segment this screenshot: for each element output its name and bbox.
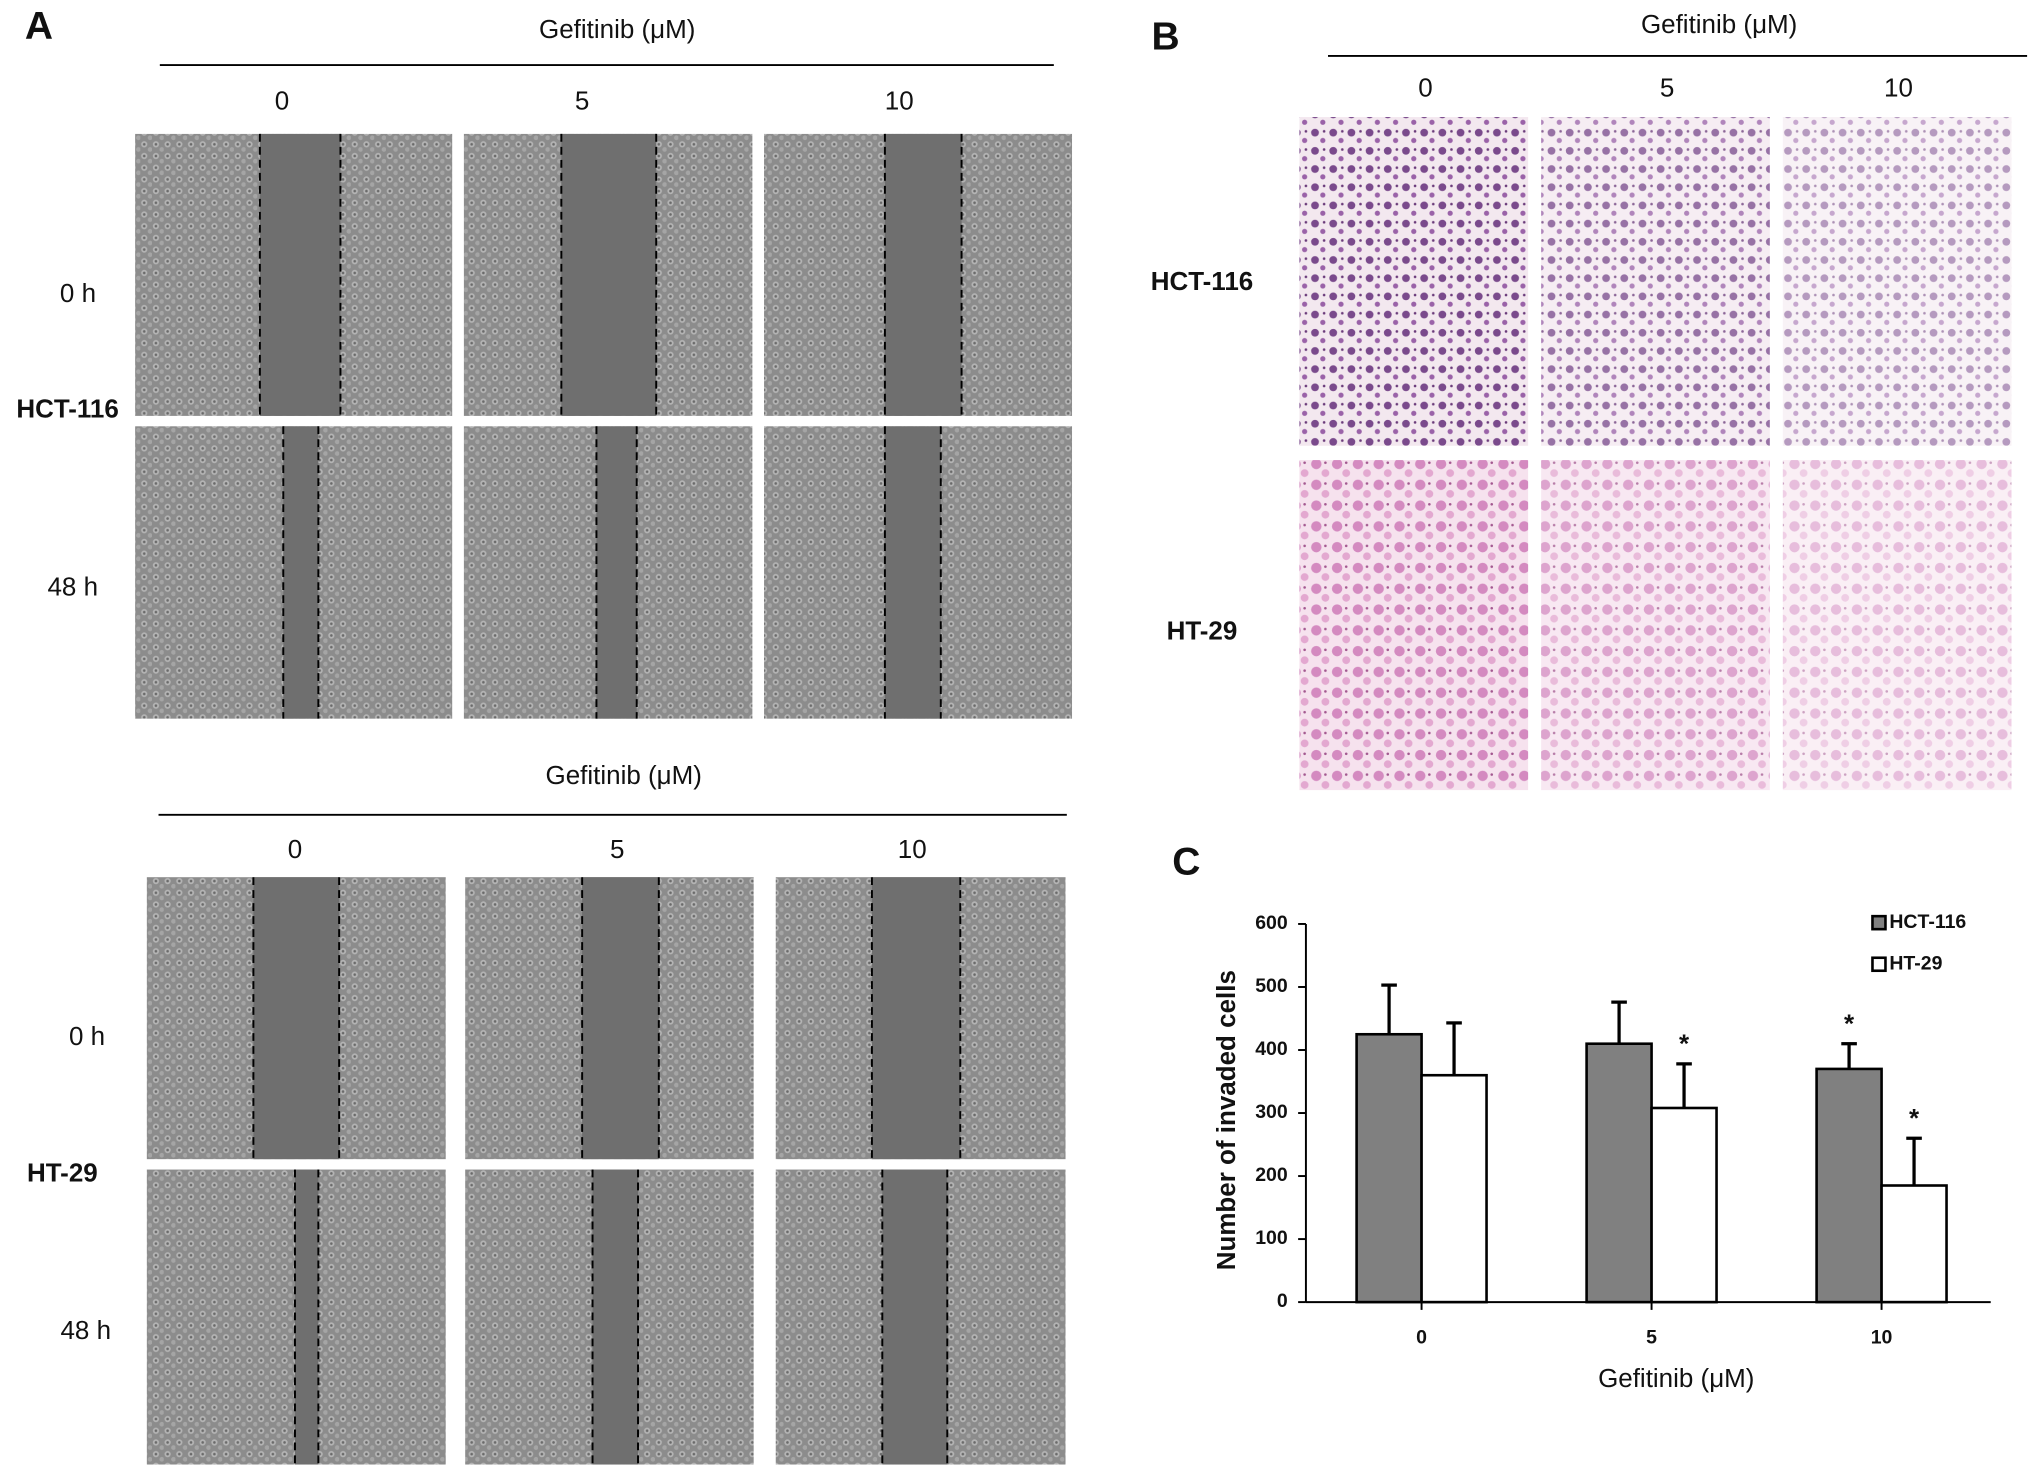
- timepoint-label: 48 h: [47, 572, 98, 602]
- y-tick-label: 0: [1277, 1290, 1288, 1312]
- significance-mark: *: [1844, 1008, 1855, 1038]
- x-tick-label: 5: [1646, 1327, 1657, 1349]
- panel-label: B: [1152, 15, 1180, 58]
- x-axis-label: Gefitinib (μM): [1598, 1363, 1754, 1393]
- dose-label: 10: [885, 86, 914, 116]
- treatment-label: Gefitinib (μM): [539, 14, 695, 44]
- significance-mark: *: [1909, 1103, 1920, 1133]
- timepoint-label: 0 h: [60, 278, 96, 308]
- legend-swatch: [1871, 914, 1887, 931]
- wound-gap: [871, 877, 961, 1160]
- y-axis-label: Number of invaded cells: [1211, 970, 1241, 1270]
- micrograph: [1299, 117, 1529, 446]
- wound-gap: [253, 877, 340, 1160]
- wound-gap: [884, 133, 962, 416]
- legend-label: HT-29: [1889, 952, 1942, 974]
- wound-gap: [582, 877, 659, 1160]
- dose-label: 5: [1660, 73, 1674, 103]
- dose-label: 5: [575, 86, 589, 116]
- wound-gap: [561, 133, 657, 416]
- panel-label: C: [1172, 840, 1200, 883]
- dose-label: 0: [275, 86, 289, 116]
- y-tick-label: 400: [1255, 1038, 1288, 1060]
- wound-gap: [882, 1169, 948, 1465]
- bar: [1585, 1042, 1653, 1304]
- wound-gap: [294, 1169, 319, 1465]
- legend-label: HCT-116: [1889, 911, 1966, 933]
- dose-label: 0: [288, 834, 302, 864]
- wound-gap: [592, 1169, 639, 1465]
- wound-gap: [884, 426, 941, 719]
- wound-gap: [596, 426, 637, 719]
- cell-line-label: HCT-116: [1151, 266, 1253, 296]
- panel-label: A: [25, 5, 53, 48]
- dose-label: 10: [1884, 73, 1913, 103]
- micrograph: [1299, 460, 1529, 791]
- bar: [1650, 1106, 1718, 1304]
- cell-line-label: HCT-116: [16, 394, 118, 424]
- x-tick-label: 10: [1871, 1327, 1893, 1349]
- wound-gap: [283, 426, 319, 719]
- timepoint-label: 0 h: [69, 1021, 105, 1051]
- micrograph: [1541, 117, 1770, 446]
- dose-label: 5: [610, 834, 624, 864]
- y-tick-label: 200: [1255, 1164, 1288, 1186]
- treatment-label: Gefitinib (μM): [546, 760, 702, 790]
- bar: [1355, 1032, 1423, 1304]
- treatment-label: Gefitinib (μM): [1641, 9, 1797, 39]
- dose-label: 10: [898, 834, 927, 864]
- micrograph: [1541, 460, 1770, 791]
- legend-swatch: [1871, 956, 1887, 973]
- bar: [1815, 1067, 1883, 1304]
- y-tick-label: 600: [1255, 912, 1288, 934]
- cell-line-label: HT-29: [27, 1158, 98, 1188]
- micrograph: [1782, 117, 2012, 446]
- timepoint-label: 48 h: [60, 1315, 111, 1345]
- cell-line-label: HT-29: [1167, 616, 1238, 646]
- y-tick-label: 500: [1255, 975, 1288, 997]
- bar: [1420, 1073, 1488, 1304]
- x-tick-label: 0: [1416, 1327, 1427, 1349]
- dose-label: 0: [1418, 73, 1432, 103]
- micrograph: [1782, 460, 2012, 791]
- bar: [1880, 1184, 1948, 1304]
- wound-gap: [259, 133, 341, 416]
- significance-mark: *: [1679, 1029, 1690, 1059]
- y-tick-label: 300: [1255, 1101, 1288, 1123]
- y-tick-label: 100: [1255, 1227, 1288, 1249]
